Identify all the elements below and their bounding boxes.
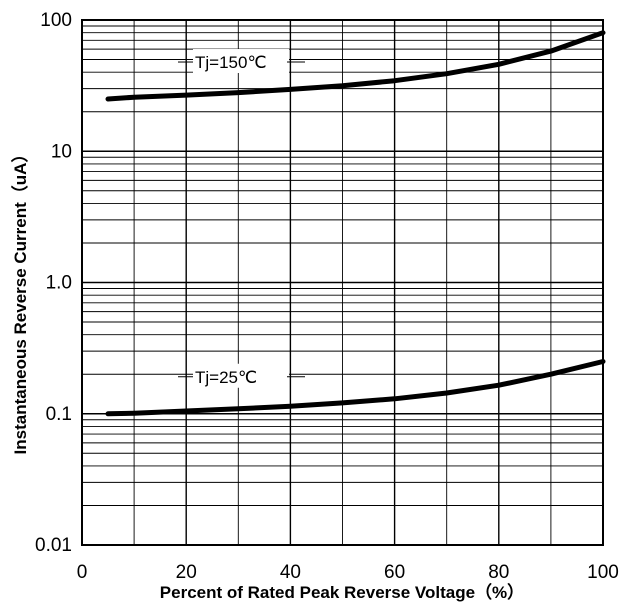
series-lines xyxy=(105,30,606,417)
series-label: Tj=25℃ xyxy=(195,368,257,387)
y-tick-label: 10 xyxy=(51,141,72,162)
x-tick-label: 0 xyxy=(77,562,88,583)
y-tick-label: 100 xyxy=(40,10,72,31)
x-tick-label: 100 xyxy=(587,562,619,583)
x-axis-title: Percent of Rated Peak Reverse Voltage（%） xyxy=(160,582,524,602)
series-line-tj25 xyxy=(105,359,606,417)
series-line-tj150 xyxy=(105,30,606,102)
x-tick-label: 20 xyxy=(176,562,197,583)
y-axis-title: Instantaneous Reverse Current（uA） xyxy=(10,146,30,455)
series-label-background xyxy=(193,363,289,388)
plot-border xyxy=(81,19,604,546)
series-label: Tj=150℃ xyxy=(195,53,267,72)
x-tick-label: 60 xyxy=(384,562,405,583)
y-tick-label: 1.0 xyxy=(46,273,72,294)
grid xyxy=(81,19,604,546)
y-tick-label: 0.1 xyxy=(46,404,72,425)
series-labels: Tj=150℃ Tj=25℃ xyxy=(178,49,305,388)
plot-frame xyxy=(81,19,604,546)
x-tick-label: 80 xyxy=(488,562,509,583)
tick-labels: 0 20 40 60 80 100 0.01 0.1 1.0 10 100 xyxy=(35,10,619,583)
series-label-background xyxy=(193,49,289,74)
y-tick-label: 0.01 xyxy=(35,535,72,556)
x-tick-label: 40 xyxy=(280,562,301,583)
